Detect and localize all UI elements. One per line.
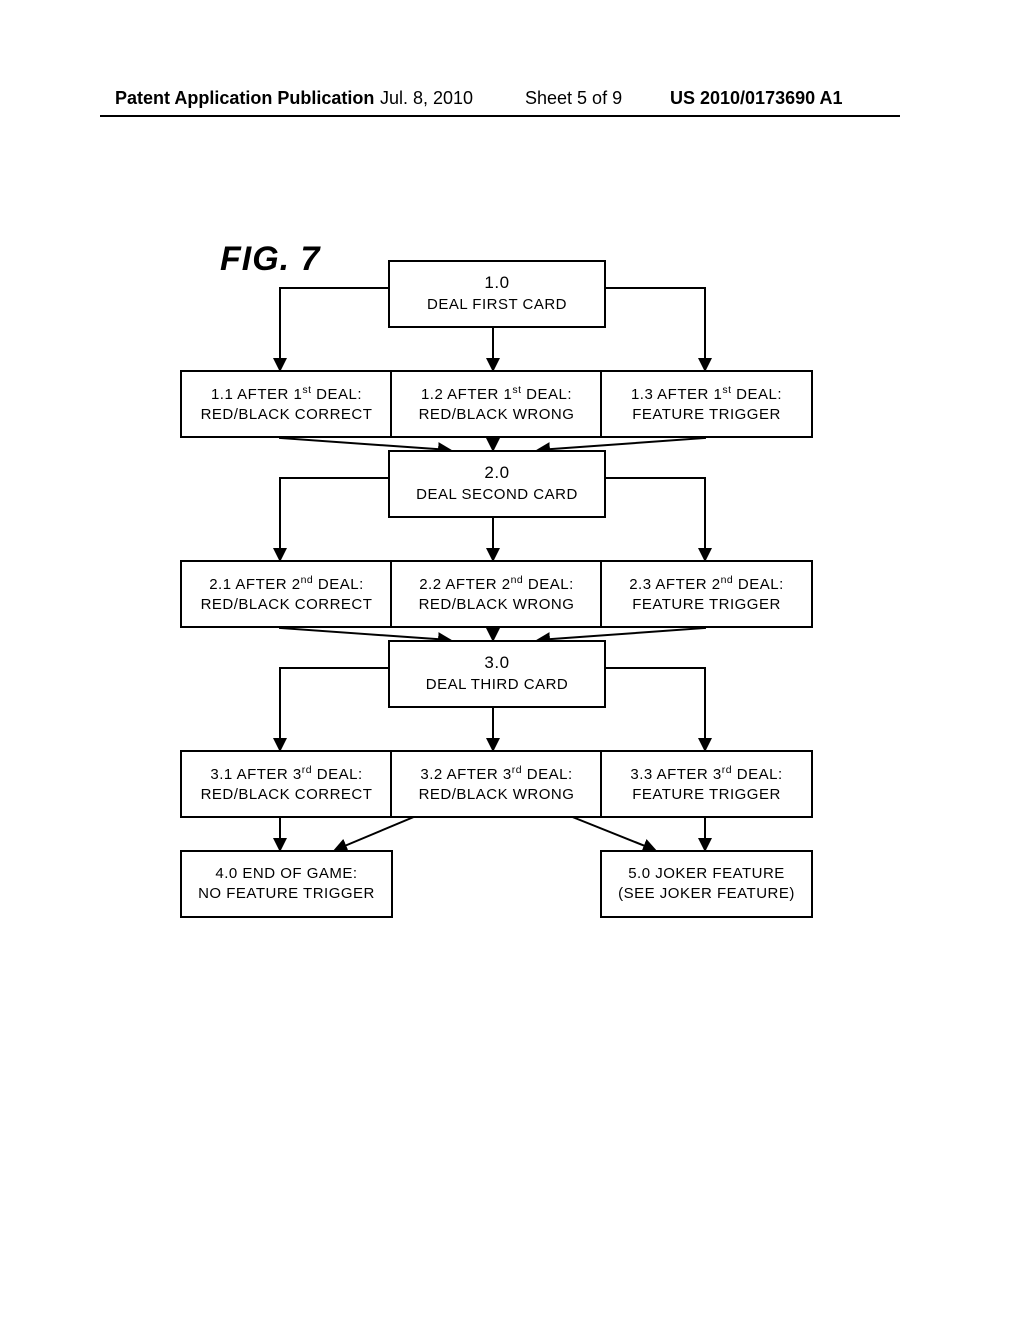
header-sheet: Sheet 5 of 9 xyxy=(525,88,622,109)
header-date: Jul. 8, 2010 xyxy=(380,88,473,109)
flow-box-b50: 5.0 JOKER FEATURE(SEE JOKER FEATURE) xyxy=(600,850,813,918)
edge xyxy=(598,478,705,560)
edge xyxy=(280,668,388,750)
flow-box-b40: 4.0 END OF GAME:NO FEATURE TRIGGER xyxy=(180,850,393,918)
flow-box-b32: 3.2 AFTER 3rd DEAL:RED/BLACK WRONG xyxy=(390,750,603,818)
edge xyxy=(598,288,705,370)
flow-box-b10: 1.0DEAL FIRST CARD xyxy=(388,260,606,328)
flow-box-b11: 1.1 AFTER 1st DEAL:RED/BLACK CORRECT xyxy=(180,370,393,438)
edge xyxy=(598,668,705,750)
flow-box-b31: 3.1 AFTER 3rd DEAL:RED/BLACK CORRECT xyxy=(180,750,393,818)
flow-box-b20: 2.0DEAL SECOND CARD xyxy=(388,450,606,518)
flow-box-b22: 2.2 AFTER 2nd DEAL:RED/BLACK WRONG xyxy=(390,560,603,628)
flowchart: 1.0DEAL FIRST CARD 1.1 AFTER 1st DEAL:RED… xyxy=(160,260,860,1020)
header-left: Patent Application Publication xyxy=(115,88,374,109)
flow-box-b30: 3.0DEAL THIRD CARD xyxy=(388,640,606,708)
flow-box-b23: 2.3 AFTER 2nd DEAL:FEATURE TRIGGER xyxy=(600,560,813,628)
header-pubno: US 2010/0173690 A1 xyxy=(670,88,842,109)
flow-box-b33: 3.3 AFTER 3rd DEAL:FEATURE TRIGGER xyxy=(600,750,813,818)
page: Patent Application Publication Jul. 8, 2… xyxy=(0,0,1024,1320)
flow-box-b21: 2.1 AFTER 2nd DEAL:RED/BLACK CORRECT xyxy=(180,560,393,628)
flow-box-b12: 1.2 AFTER 1st DEAL:RED/BLACK WRONG xyxy=(390,370,603,438)
header-rule xyxy=(100,115,900,117)
flow-box-b13: 1.3 AFTER 1st DEAL:FEATURE TRIGGER xyxy=(600,370,813,438)
edge xyxy=(280,478,388,560)
edge xyxy=(280,288,388,370)
